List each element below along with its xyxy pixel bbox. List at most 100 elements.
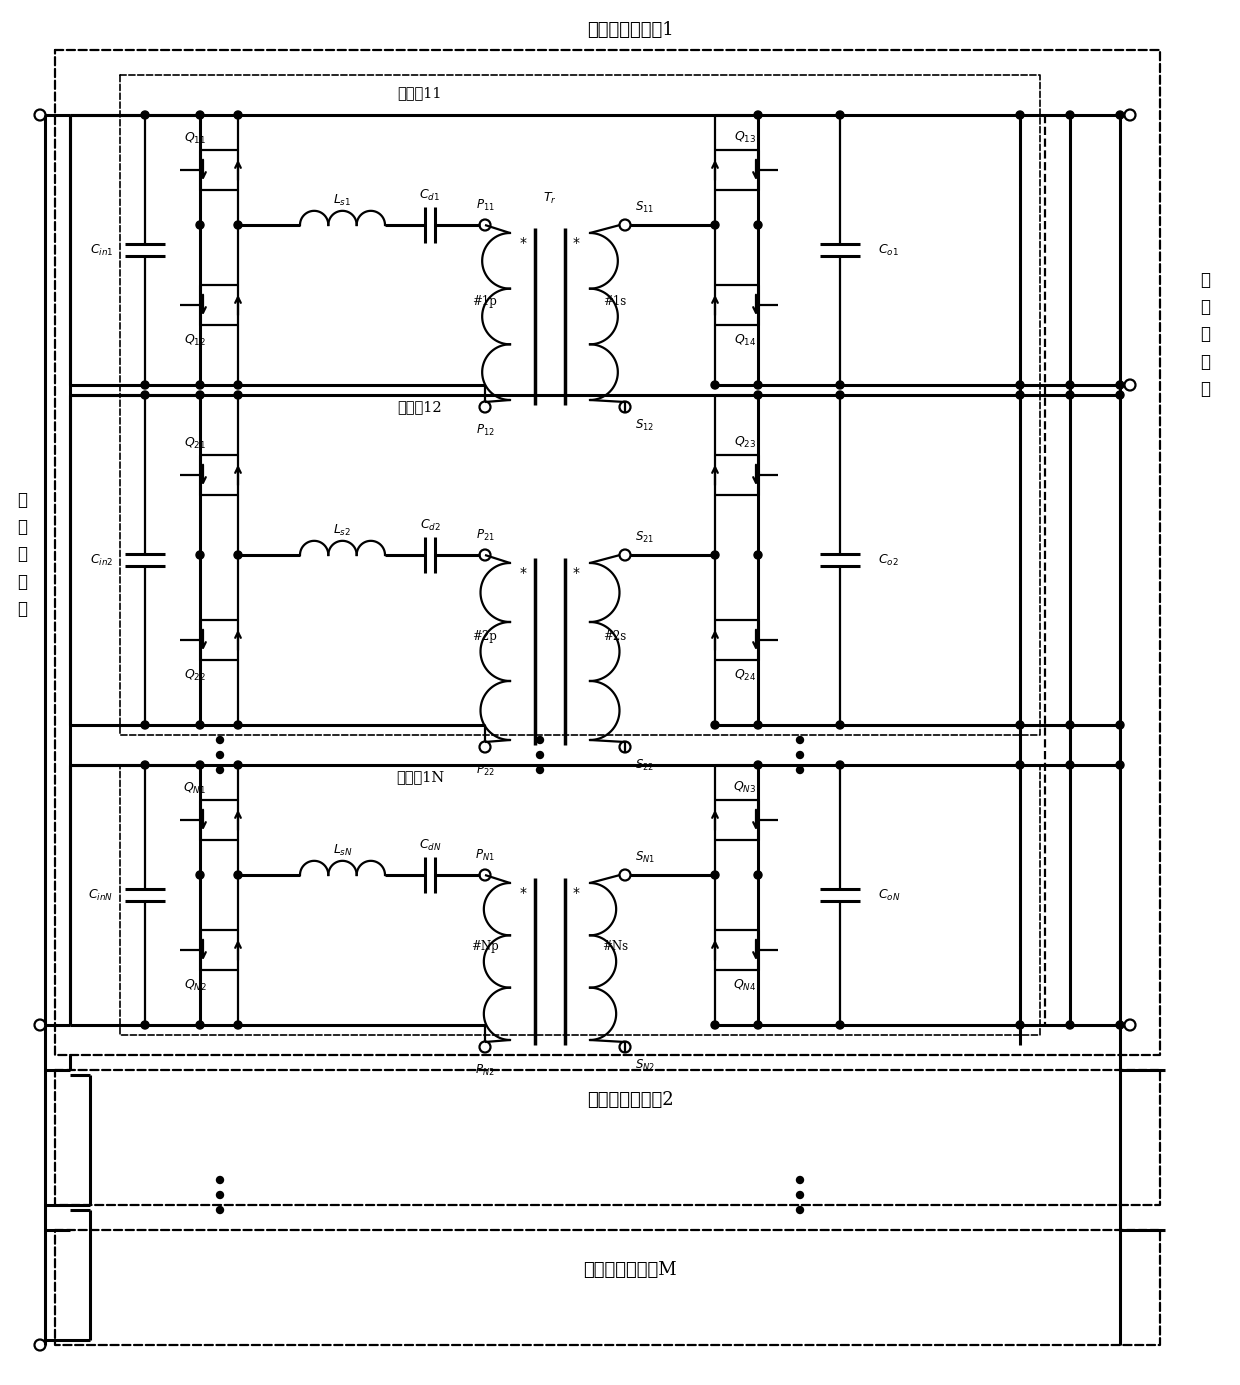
Text: $P_{N2}$: $P_{N2}$	[475, 1062, 495, 1078]
Text: $C_{inN}$: $C_{inN}$	[88, 888, 113, 903]
Circle shape	[234, 391, 242, 399]
Text: 子模块11: 子模块11	[398, 86, 443, 100]
Circle shape	[141, 760, 149, 769]
Text: $L_{sN}$: $L_{sN}$	[332, 842, 352, 857]
Text: 直流变压器单元1: 直流变压器单元1	[587, 21, 673, 39]
Circle shape	[796, 1191, 804, 1198]
Circle shape	[754, 871, 763, 879]
Circle shape	[754, 551, 763, 560]
Text: $S_{22}$: $S_{22}$	[635, 758, 655, 773]
Circle shape	[196, 871, 205, 879]
Circle shape	[141, 722, 149, 729]
Text: $P_{12}$: $P_{12}$	[476, 422, 495, 438]
Text: $L_{s1}$: $L_{s1}$	[334, 193, 352, 208]
Circle shape	[234, 722, 242, 729]
Circle shape	[1066, 111, 1074, 119]
Circle shape	[1066, 381, 1074, 389]
Circle shape	[1066, 1021, 1074, 1029]
Circle shape	[754, 381, 763, 389]
Circle shape	[196, 391, 205, 399]
Text: $P_{11}$: $P_{11}$	[476, 198, 495, 212]
Text: *: *	[520, 886, 527, 900]
Circle shape	[141, 1021, 149, 1029]
Circle shape	[711, 381, 719, 389]
Text: $L_{s2}$: $L_{s2}$	[334, 522, 352, 537]
Circle shape	[537, 737, 543, 744]
Text: *: *	[573, 235, 580, 251]
Text: $S_{21}$: $S_{21}$	[635, 529, 655, 544]
Circle shape	[141, 391, 149, 399]
Text: $C_{in2}$: $C_{in2}$	[89, 553, 113, 568]
Circle shape	[836, 760, 844, 769]
Text: $Q_{11}$: $Q_{11}$	[184, 130, 206, 145]
Text: *: *	[573, 886, 580, 900]
Text: $Q_{N3}$: $Q_{N3}$	[733, 780, 756, 795]
Circle shape	[836, 381, 844, 389]
Circle shape	[196, 722, 205, 729]
Circle shape	[234, 551, 242, 560]
Circle shape	[1066, 391, 1074, 399]
Circle shape	[217, 766, 223, 773]
Circle shape	[711, 722, 719, 729]
Text: $T_r$: $T_r$	[543, 191, 557, 205]
Circle shape	[1116, 1021, 1123, 1029]
Text: $S_{12}$: $S_{12}$	[635, 417, 655, 432]
Text: $S_{N2}$: $S_{N2}$	[635, 1058, 655, 1072]
Text: $P_{22}$: $P_{22}$	[476, 763, 495, 777]
Circle shape	[711, 871, 719, 879]
Text: $Q_{12}$: $Q_{12}$	[184, 332, 206, 348]
Text: $C_{d1}$: $C_{d1}$	[419, 187, 440, 202]
Text: $C_{oN}$: $C_{oN}$	[878, 888, 900, 903]
Text: $Q_{21}$: $Q_{21}$	[184, 435, 206, 450]
Circle shape	[754, 760, 763, 769]
Text: $Q_{13}$: $Q_{13}$	[734, 129, 756, 144]
Text: 中
压
直
流
侧: 中 压 直 流 侧	[17, 492, 27, 618]
Text: $C_{o1}$: $C_{o1}$	[878, 242, 899, 258]
Text: $Q_{N2}$: $Q_{N2}$	[184, 978, 207, 993]
Circle shape	[217, 1176, 223, 1184]
Circle shape	[1016, 760, 1024, 769]
Circle shape	[836, 111, 844, 119]
Circle shape	[234, 1021, 242, 1029]
Text: $C_{d2}$: $C_{d2}$	[419, 518, 440, 533]
Text: $P_{21}$: $P_{21}$	[476, 528, 495, 543]
Text: *: *	[573, 566, 580, 580]
Circle shape	[711, 222, 719, 229]
Text: 子模块12: 子模块12	[398, 400, 443, 414]
Text: #Np: #Np	[471, 940, 498, 953]
Text: #1p: #1p	[472, 295, 497, 307]
Circle shape	[711, 551, 719, 560]
Text: *: *	[520, 235, 527, 251]
Text: $S_{N1}$: $S_{N1}$	[635, 849, 655, 864]
Text: #Ns: #Ns	[601, 940, 629, 953]
Circle shape	[217, 1191, 223, 1198]
Circle shape	[196, 551, 205, 560]
Circle shape	[1066, 760, 1074, 769]
Text: #1s: #1s	[604, 295, 626, 307]
Text: $C_{in1}$: $C_{in1}$	[89, 242, 113, 258]
Circle shape	[1016, 1021, 1024, 1029]
Circle shape	[796, 1176, 804, 1184]
Circle shape	[196, 381, 205, 389]
Circle shape	[1016, 391, 1024, 399]
Circle shape	[1116, 391, 1123, 399]
Text: #2s: #2s	[604, 630, 626, 643]
Text: $Q_{14}$: $Q_{14}$	[734, 332, 756, 348]
Circle shape	[1016, 111, 1024, 119]
Text: 子模块1N: 子模块1N	[396, 770, 444, 784]
Circle shape	[754, 111, 763, 119]
Circle shape	[1116, 111, 1123, 119]
Text: $P_{N1}$: $P_{N1}$	[475, 848, 495, 863]
Circle shape	[141, 111, 149, 119]
Text: 直流变压器单元M: 直流变压器单元M	[583, 1260, 677, 1278]
Text: $Q_{22}$: $Q_{22}$	[184, 668, 206, 683]
Text: $Q_{24}$: $Q_{24}$	[734, 668, 756, 683]
Circle shape	[836, 722, 844, 729]
Circle shape	[196, 760, 205, 769]
Circle shape	[217, 752, 223, 759]
Circle shape	[217, 737, 223, 744]
Circle shape	[234, 760, 242, 769]
Circle shape	[217, 1206, 223, 1213]
Circle shape	[196, 1021, 205, 1029]
Circle shape	[1066, 722, 1074, 729]
